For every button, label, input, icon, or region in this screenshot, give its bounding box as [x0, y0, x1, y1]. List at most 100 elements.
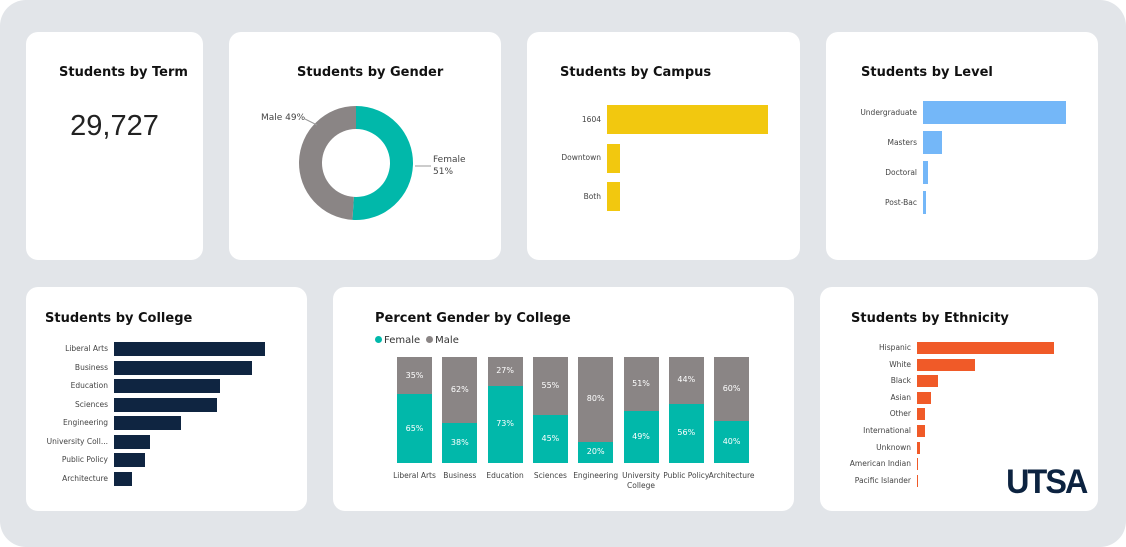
card-percent-gender-by-college: Percent Gender by College Female Male 35… — [333, 287, 794, 511]
card-students-by-level: Students by Level Undergraduate Masters Do… — [826, 32, 1098, 260]
bar-female[interactable]: 73% — [487, 385, 523, 463]
bar[interactable] — [114, 471, 132, 486]
female-pct-label: 40% — [722, 436, 741, 446]
bar[interactable] — [923, 191, 926, 214]
bar-male[interactable]: 60% — [714, 357, 750, 421]
male-data-label: Male 49% — [261, 113, 306, 123]
female-pct-label: 49% — [632, 432, 650, 442]
male-pct-label: 35% — [405, 370, 424, 380]
bar-label: Public Policy — [61, 455, 108, 464]
bar-label: Business — [74, 362, 108, 372]
female-pct-label: 65% — [405, 423, 424, 433]
male-dot-icon — [426, 336, 434, 343]
male-pct-label: 62% — [450, 384, 469, 394]
card-title: Students by Gender — [297, 65, 444, 80]
gender-donut-chart — [298, 106, 431, 220]
bar-label: Other — [889, 409, 911, 419]
bar-male[interactable]: 35% — [397, 357, 432, 395]
bar-label: Both — [583, 191, 601, 201]
x-axis-label: Engineering — [573, 471, 619, 480]
legend-item-male[interactable]: Male — [426, 335, 459, 346]
bar-label: International — [863, 426, 911, 435]
bar-label: Architecture — [62, 473, 108, 483]
bar-label: 1604 — [581, 114, 601, 124]
chart-legend: Female Male — [375, 335, 459, 346]
bar[interactable] — [923, 161, 928, 184]
bar-label: Liberal Arts — [65, 344, 108, 353]
bar[interactable] — [917, 358, 976, 371]
bar-male[interactable]: 80% — [578, 357, 614, 442]
leader-line — [304, 118, 318, 126]
x-axis-label: Architecture — [708, 471, 755, 480]
bar-female[interactable]: 20% — [578, 441, 614, 463]
card-students-by-ethnicity: Students by Ethnicity UTSA Hispanic White… — [820, 287, 1098, 511]
bar-male[interactable]: 51% — [623, 357, 659, 412]
bar-male[interactable]: 27% — [487, 357, 523, 386]
bar[interactable] — [917, 458, 918, 471]
female-dot-icon — [375, 336, 382, 343]
bar-label: White — [889, 359, 911, 369]
bar[interactable] — [114, 360, 252, 375]
bar[interactable] — [114, 453, 145, 467]
total-students-value: 29,727 — [70, 110, 159, 142]
bar[interactable] — [923, 101, 1066, 124]
bar[interactable] — [114, 342, 265, 356]
female-pct-label: 38% — [450, 437, 469, 447]
bar-label: Asian — [890, 392, 911, 402]
male-pct-label: 44% — [677, 375, 696, 385]
utsa-logo: UTSA — [1006, 463, 1088, 501]
bar-label: Masters — [887, 137, 917, 147]
bar[interactable] — [114, 397, 217, 412]
bar-female[interactable]: 65% — [397, 394, 432, 463]
bar[interactable] — [917, 391, 931, 404]
female-pct-label: 20% — [586, 447, 605, 457]
bar-male[interactable]: 62% — [442, 357, 478, 423]
bar[interactable] — [114, 434, 151, 449]
legend-item-female[interactable]: Female — [375, 335, 420, 346]
bar[interactable] — [917, 375, 939, 388]
x-axis-label: Public Policy — [663, 471, 710, 480]
female-pct-label: 73% — [496, 419, 514, 429]
donut-slice-male[interactable] — [298, 106, 356, 220]
card-title: Students by Level — [861, 65, 993, 80]
bar-male[interactable]: 55% — [532, 357, 568, 416]
card-students-by-college: Students by College Liberal Arts Business… — [26, 287, 307, 511]
bar[interactable] — [923, 131, 942, 154]
male-pct-label: 55% — [541, 381, 560, 391]
bar[interactable] — [607, 105, 768, 134]
female-pct-label: 45% — [541, 434, 560, 444]
bar-label: American Indian — [849, 459, 911, 469]
card-students-by-campus: Students by Campus 1604 Downtown Both — [527, 32, 800, 260]
bar-male[interactable]: 44% — [668, 357, 704, 404]
donut-slice-female[interactable] — [352, 106, 413, 220]
bar-female[interactable]: 40% — [714, 420, 750, 463]
bar-label: Doctoral — [885, 167, 917, 177]
bar[interactable] — [917, 441, 920, 454]
bar[interactable] — [917, 474, 918, 487]
male-pct-label: 60% — [722, 383, 741, 393]
card-title: Students by Term — [59, 65, 188, 80]
bar[interactable] — [114, 379, 221, 393]
x-axis-label: Sciences — [533, 471, 567, 480]
bar[interactable] — [607, 143, 620, 173]
x-axis-label: Business — [443, 471, 477, 480]
bar-female[interactable]: 56% — [668, 403, 704, 463]
bar-female[interactable]: 49% — [623, 411, 659, 463]
bar[interactable] — [607, 182, 620, 211]
card-title: Percent Gender by College — [375, 311, 571, 326]
x-axis-label: Education — [486, 471, 524, 480]
bar[interactable] — [917, 342, 1054, 354]
male-pct-label: 80% — [586, 394, 605, 404]
bar-female[interactable]: 45% — [532, 415, 568, 463]
bar-label: Unknown — [876, 442, 911, 452]
bar[interactable] — [917, 408, 926, 421]
bar-label: Downtown — [561, 153, 601, 162]
bar-label: Hispanic — [879, 343, 911, 352]
card-students-by-term: Students by Term 29,727 — [26, 32, 203, 260]
bar[interactable] — [917, 425, 926, 437]
bar-female[interactable]: 38% — [442, 422, 478, 463]
bar[interactable] — [114, 416, 181, 430]
male-pct-label: 51% — [632, 379, 650, 389]
bar-label: Black — [890, 376, 911, 386]
card-title: Students by Campus — [560, 65, 712, 80]
